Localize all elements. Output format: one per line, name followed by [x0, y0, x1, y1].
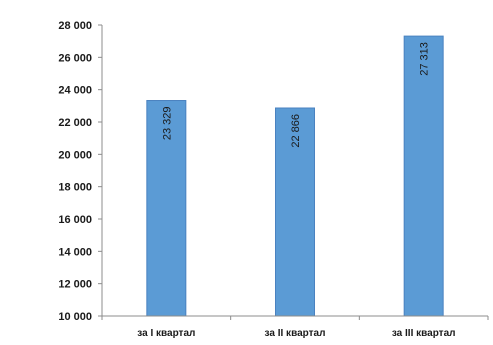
data-label: 22 866 — [290, 114, 302, 148]
y-tick-label: 16 000 — [58, 214, 92, 226]
bar-3 — [403, 35, 444, 317]
x-tick-label: за II квартал — [265, 328, 326, 339]
y-tick-label: 18 000 — [58, 182, 92, 194]
y-tick-label: 20 000 — [58, 149, 92, 161]
bar-2 — [275, 107, 315, 317]
x-tick-label: за III квартал — [392, 328, 456, 339]
y-tick-label: 14 000 — [58, 246, 92, 258]
data-label: 27 313 — [419, 42, 431, 76]
y-tick-label: 22 000 — [58, 117, 92, 129]
x-tick-label: за I квартал — [137, 328, 195, 339]
y-tick-label: 26 000 — [58, 52, 92, 64]
y-tick-label: 28 000 — [58, 20, 92, 32]
bar-1 — [146, 100, 187, 317]
data-label: 23 329 — [161, 107, 173, 141]
y-tick-label: 10 000 — [58, 311, 92, 323]
bars: 23 329 22 866 27 313 — [146, 35, 444, 317]
y-tick-label: 24 000 — [58, 85, 92, 97]
x-axis: за I квартал за II квартал за III квартал — [101, 315, 489, 339]
y-axis: 10 000 12 000 14 000 16 000 18 000 20 000 22 0… — [58, 20, 103, 323]
y-tick-label: 12 000 — [58, 279, 92, 291]
